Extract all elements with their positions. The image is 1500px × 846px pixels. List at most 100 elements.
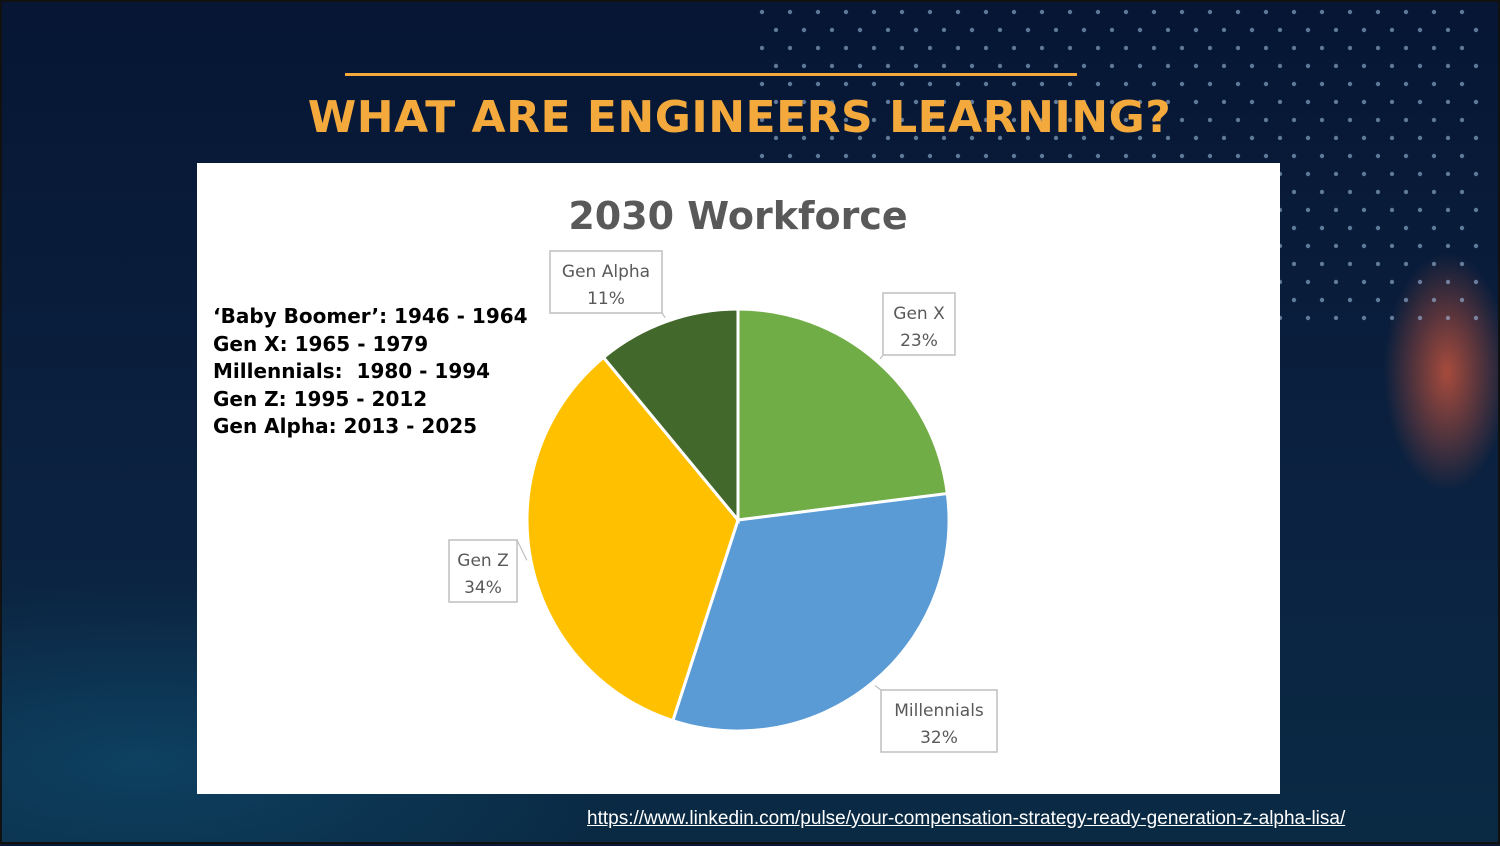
decorative-dot bbox=[1123, 153, 1129, 159]
decorative-dot bbox=[1347, 189, 1353, 195]
decorative-dot bbox=[1277, 99, 1283, 105]
decorative-dot bbox=[857, 63, 863, 69]
decorative-dot bbox=[1473, 135, 1479, 141]
decorative-dot bbox=[913, 135, 919, 141]
decorative-dot bbox=[1305, 315, 1311, 321]
decorative-dot bbox=[1375, 153, 1381, 159]
decorative-dot bbox=[1165, 63, 1171, 69]
decorative-dot bbox=[829, 63, 835, 69]
decorative-dot bbox=[1333, 27, 1339, 33]
decorative-dot bbox=[1291, 9, 1297, 15]
decorative-dot bbox=[1109, 27, 1115, 33]
decorative-dot bbox=[1305, 279, 1311, 285]
decorative-dot bbox=[1361, 27, 1367, 33]
decorative-dot bbox=[1431, 9, 1437, 15]
decorative-dot bbox=[1431, 117, 1437, 123]
decorative-dot bbox=[1389, 135, 1395, 141]
decorative-dot bbox=[843, 9, 849, 15]
decorative-dot bbox=[1179, 153, 1185, 159]
decorative-dot bbox=[997, 63, 1003, 69]
decorative-dot bbox=[1039, 117, 1045, 123]
decorative-dot bbox=[1235, 117, 1241, 123]
decorative-dot bbox=[1039, 9, 1045, 15]
decorative-dot bbox=[1291, 225, 1297, 231]
decorative-dot bbox=[1235, 45, 1241, 51]
decorative-dot bbox=[1025, 63, 1031, 69]
decorative-dot bbox=[1249, 27, 1255, 33]
decorative-dot bbox=[815, 117, 821, 123]
decorative-dot bbox=[815, 9, 821, 15]
decorative-dot bbox=[1361, 315, 1367, 321]
decorative-dot bbox=[997, 99, 1003, 105]
decorative-dot bbox=[1011, 45, 1017, 51]
decorative-dot bbox=[1417, 315, 1423, 321]
decorative-dot bbox=[1109, 63, 1115, 69]
decorative-dot bbox=[1333, 99, 1339, 105]
decorative-dot bbox=[1375, 225, 1381, 231]
decorative-dot bbox=[1081, 135, 1087, 141]
decorative-dot bbox=[983, 45, 989, 51]
decorative-dot bbox=[913, 27, 919, 33]
decorative-dot bbox=[857, 27, 863, 33]
decorative-dot bbox=[1361, 207, 1367, 213]
decorative-dot bbox=[1445, 243, 1451, 249]
decorative-dot bbox=[1445, 135, 1451, 141]
decorative-dot bbox=[1319, 45, 1325, 51]
decorative-dot bbox=[843, 45, 849, 51]
decorative-dot bbox=[1459, 117, 1465, 123]
decorative-dot bbox=[829, 27, 835, 33]
decorative-dot bbox=[1221, 27, 1227, 33]
decorative-dot bbox=[1137, 63, 1143, 69]
decorative-dot bbox=[1235, 81, 1241, 87]
decorative-dot bbox=[1445, 207, 1451, 213]
decorative-dot bbox=[829, 135, 835, 141]
decorative-dot bbox=[899, 45, 905, 51]
decorative-dot bbox=[1067, 9, 1073, 15]
decorative-dot bbox=[1403, 297, 1409, 303]
decorative-dot bbox=[1375, 297, 1381, 303]
decorative-dot bbox=[1193, 63, 1199, 69]
slice-value-label: 11% bbox=[587, 289, 625, 309]
decorative-dot bbox=[927, 117, 933, 123]
decorative-dot bbox=[1137, 135, 1143, 141]
decorative-dot bbox=[1445, 279, 1451, 285]
decorative-dot bbox=[1291, 189, 1297, 195]
decorative-dot bbox=[885, 99, 891, 105]
decorative-dot bbox=[1347, 153, 1353, 159]
decorative-dot bbox=[1319, 225, 1325, 231]
decorative-dot bbox=[1095, 81, 1101, 87]
decorative-dot bbox=[1095, 117, 1101, 123]
source-link[interactable]: https://www.linkedin.com/pulse/your-comp… bbox=[587, 808, 1346, 829]
decorative-dot bbox=[1123, 117, 1129, 123]
decorative-dot bbox=[1347, 117, 1353, 123]
decorative-dot bbox=[1375, 189, 1381, 195]
decorative-dot bbox=[1179, 9, 1185, 15]
decorative-dot bbox=[1207, 9, 1213, 15]
decorative-dot bbox=[1011, 153, 1017, 159]
callout-box bbox=[448, 539, 518, 603]
decorative-dot bbox=[773, 63, 779, 69]
decorative-dot bbox=[1333, 135, 1339, 141]
decorative-dot bbox=[1403, 261, 1409, 267]
slice-name-label: Gen Z bbox=[457, 551, 508, 571]
decorative-dot bbox=[1403, 189, 1409, 195]
decorative-dot bbox=[801, 135, 807, 141]
decorative-dot bbox=[1277, 135, 1283, 141]
decorative-dot bbox=[815, 153, 821, 159]
decorative-dot bbox=[1403, 117, 1409, 123]
decorative-dot bbox=[1319, 81, 1325, 87]
decorative-dot bbox=[1081, 63, 1087, 69]
decorative-dot bbox=[1417, 135, 1423, 141]
decorative-dot bbox=[815, 81, 821, 87]
decorative-dot bbox=[1011, 9, 1017, 15]
decorative-dot bbox=[1347, 225, 1353, 231]
decorative-dot bbox=[955, 117, 961, 123]
decorative-dot bbox=[1165, 27, 1171, 33]
decorative-dot bbox=[1109, 135, 1115, 141]
decorative-dot bbox=[941, 27, 947, 33]
decorative-dot bbox=[815, 45, 821, 51]
generation-line: ‘Baby Boomer’: 1946 - 1964 bbox=[213, 304, 528, 328]
decorative-dot bbox=[913, 63, 919, 69]
decorative-dot bbox=[1067, 153, 1073, 159]
decorative-dot bbox=[1235, 153, 1241, 159]
